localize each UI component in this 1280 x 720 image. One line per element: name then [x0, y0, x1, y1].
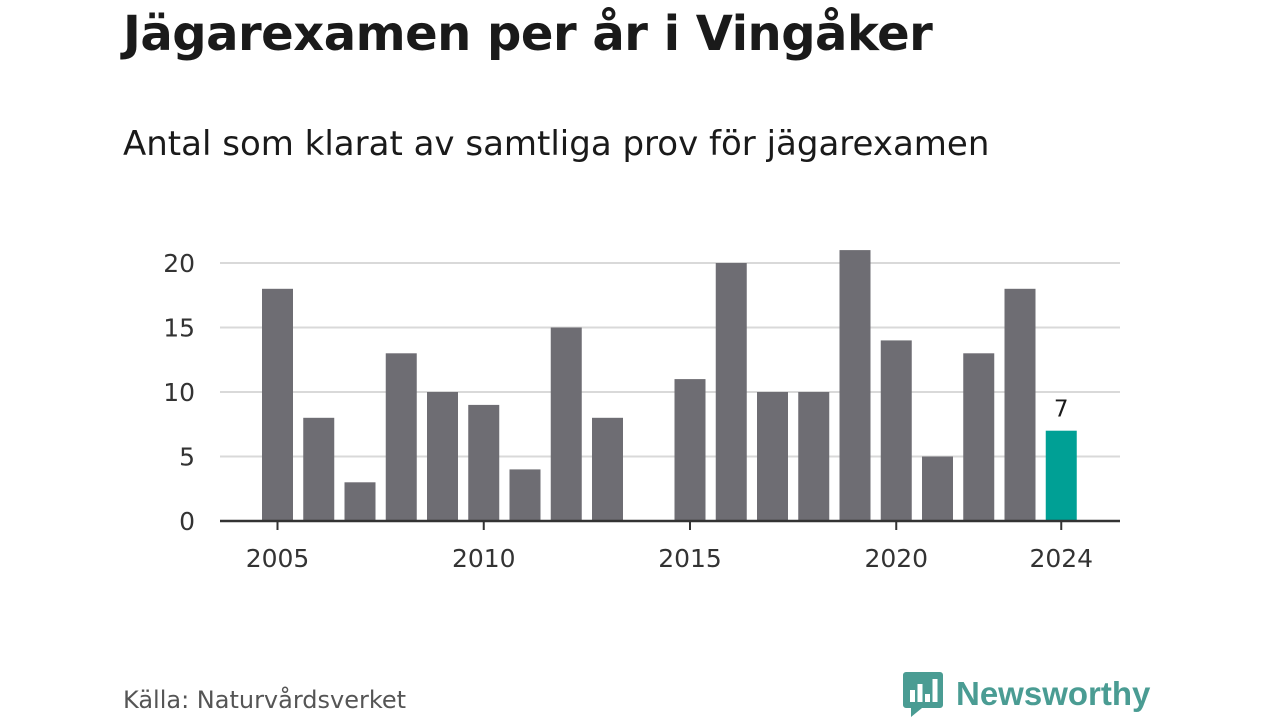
bar-2018	[798, 392, 830, 521]
bar-2024	[1045, 430, 1077, 521]
bar-2009	[427, 392, 458, 521]
tick-labels: 0 5 10 15 20 7 2005 2010 2015 2020 2024	[163, 249, 1093, 573]
bars	[262, 250, 1077, 521]
bar-2010	[468, 404, 500, 521]
brand-logo: Newsworthy	[902, 670, 1150, 718]
bar-2011	[509, 469, 541, 521]
bar-2013	[592, 417, 623, 521]
bar-2021	[922, 456, 953, 521]
y-tick-label: 5	[179, 443, 195, 472]
y-tick-label: 10	[163, 378, 195, 407]
data-label-highlight: 7	[1054, 397, 1069, 423]
bar-2008	[385, 353, 417, 521]
x-tick-label: 2005	[246, 544, 310, 573]
bar-2006	[303, 417, 335, 521]
chart-subtitle: Antal som klarat av samtliga prov för jä…	[123, 124, 990, 164]
x-tick-label: 2024	[1029, 544, 1093, 573]
x-axis	[220, 519, 1120, 530]
bar-2019	[839, 250, 871, 521]
bar-2012	[550, 327, 582, 521]
bar-2007	[344, 482, 376, 521]
chart-title: Jägarexamen per år i Vingåker	[123, 6, 933, 62]
bar-2023	[1004, 288, 1036, 521]
bar-2022	[963, 353, 995, 521]
x-tick-label: 2020	[864, 544, 928, 573]
bar-2017	[757, 392, 788, 521]
bar-2015	[674, 379, 706, 521]
x-tick-label: 2015	[658, 544, 722, 573]
x-tick-label: 2010	[452, 544, 516, 573]
bar-chart-speech-bubble-icon	[903, 672, 943, 717]
bar-2016	[715, 263, 747, 521]
y-tick-label: 20	[163, 249, 195, 278]
y-tick-label: 15	[163, 314, 195, 343]
y-tick-label: 0	[179, 507, 195, 536]
source-note: Källa: Naturvårdsverket	[123, 686, 407, 714]
bar-2020	[880, 340, 912, 521]
brand-name: Newsworthy	[956, 675, 1151, 712]
bar-chart: 0 5 10 15 20 7 2005 2010 2015 2020 2024	[163, 249, 1120, 573]
bar-2005	[262, 288, 293, 521]
